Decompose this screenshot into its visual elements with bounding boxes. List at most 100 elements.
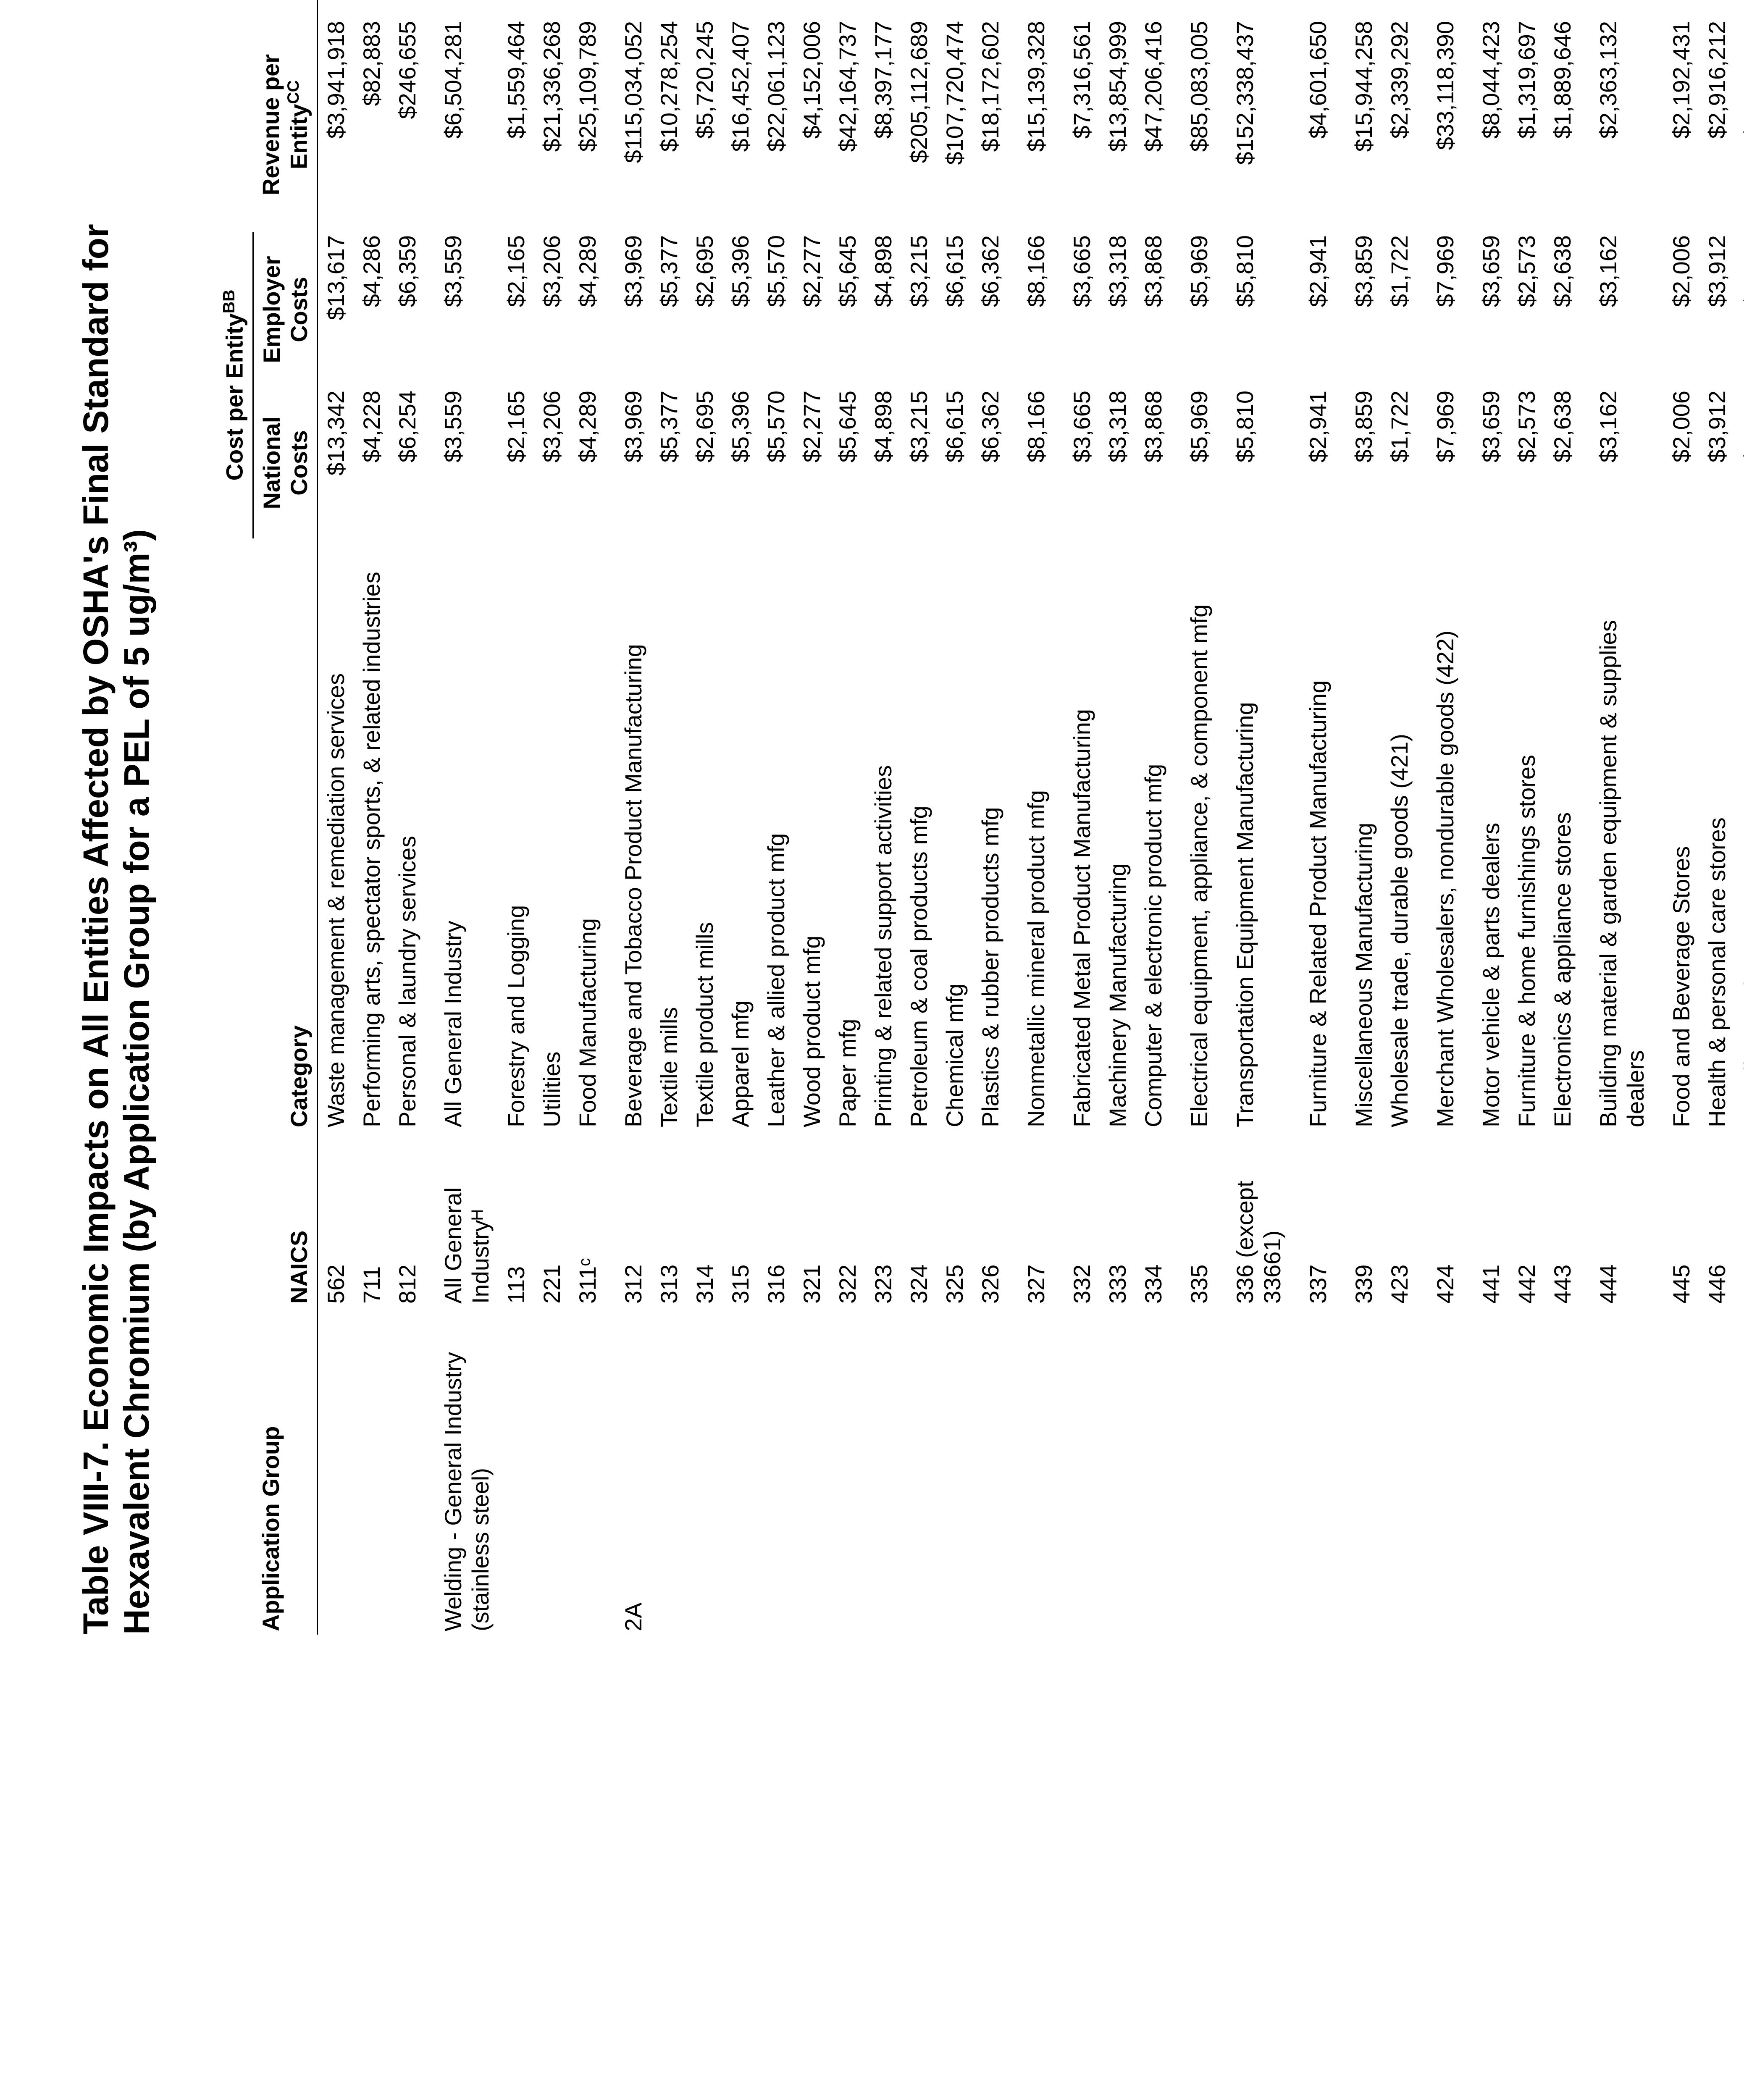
profit-cell: $8,111 <box>1735 0 1744 18</box>
app-group-cell <box>901 1307 937 1635</box>
category-cell: Health & personal care stores <box>1699 538 1735 1131</box>
national-cost-cell: $3,868 <box>1135 387 1171 538</box>
employer-cost-cell: $5,810 <box>1217 232 1290 387</box>
table-header: Cost per EntityBB Impacts on the Nationa… <box>216 0 317 1635</box>
category-cell: Leather & allied product mfg <box>758 538 794 1131</box>
category-cell: Chemical mfg <box>937 538 972 1131</box>
table-title: Table VIII-7. Economic Impacts on All En… <box>76 50 157 1635</box>
national-cost-cell: $2,394 <box>1735 387 1744 538</box>
table-row: 447Gasoline Stations$2,394$2,394$1,103,3… <box>1735 0 1744 1635</box>
national-cost-cell: $5,810 <box>1217 387 1290 538</box>
employer-cost-cell: $4,289 <box>570 232 605 387</box>
revenue-cell: $3,941,918 <box>317 18 354 232</box>
employer-cost-cell: $5,396 <box>722 232 758 387</box>
employer-cost-cell: $2,638 <box>1544 232 1580 387</box>
national-cost-cell: $3,206 <box>534 387 570 538</box>
app-group-cell <box>972 1307 1008 1635</box>
app-group-cell: Welding - General Industry (stainless st… <box>425 1307 498 1635</box>
category-cell: Nonmetallic mineral product mfg <box>1008 538 1054 1131</box>
profit-cell: $336,088 <box>425 0 498 18</box>
category-cell: Wholesale trade, durable goods (421) <box>1382 538 1417 1131</box>
naics-cell: 446 <box>1699 1131 1735 1307</box>
category-cell: Machinery Manufacturing <box>1100 538 1135 1131</box>
profit-cell: $1,120,807 <box>1336 0 1382 18</box>
profit-cell: $12,738 <box>389 0 425 18</box>
table-row: 314Textile product mills$2,695$2,695$5,7… <box>687 0 722 1635</box>
col-naics: NAICS <box>253 1131 317 1307</box>
app-group-cell: 2A <box>605 1307 651 1635</box>
naics-cell: 812 <box>389 1131 425 1307</box>
table-row: 423Wholesale trade, durable goods (421)$… <box>1382 0 1417 1635</box>
employer-cost-cell: $6,359 <box>389 232 425 387</box>
app-group-cell <box>317 1307 354 1635</box>
employer-cost-cell: $4,898 <box>865 232 901 387</box>
table-row: 424Merchant Wholesalers, nondurable good… <box>1417 0 1463 1635</box>
table-row: 444Building material & garden equipment … <box>1580 0 1653 1635</box>
table-row: 335Electrical equipment, appliance, & co… <box>1171 0 1217 1635</box>
naics-cell: 312 <box>605 1131 651 1307</box>
employer-cost-cell: $5,570 <box>758 232 794 387</box>
table-body: 562Waste management & remediation servic… <box>317 0 1744 1635</box>
national-cost-cell: $7,969 <box>1417 387 1463 538</box>
national-cost-cell: $4,898 <box>865 387 901 538</box>
national-cost-cell: $3,969 <box>605 387 651 538</box>
employer-cost-cell: $5,645 <box>830 232 865 387</box>
app-group-cell <box>1699 1307 1735 1635</box>
employer-cost-cell: $2,006 <box>1653 232 1699 387</box>
table-row: 339Miscellaneous Manufacturing$3,859$3,8… <box>1336 0 1382 1635</box>
employer-cost-cell: $6,362 <box>972 232 1008 387</box>
naics-cell: 443 <box>1544 1131 1580 1307</box>
profit-cell: $350,919 <box>1054 0 1100 18</box>
employer-cost-cell: $5,969 <box>1171 232 1217 387</box>
employer-cost-cell: $3,859 <box>1336 232 1382 387</box>
naics-cell: 113 <box>498 1131 534 1307</box>
profit-cell: $117,095 <box>1580 0 1653 18</box>
profit-cell: $541,920 <box>1008 0 1054 18</box>
naics-cell: 336 (except 33661) <box>1217 1131 1290 1307</box>
naics-cell: 313 <box>651 1131 687 1307</box>
profit-cell: $64,255 <box>1544 0 1580 18</box>
app-group-cell <box>1735 1307 1744 1635</box>
app-group-cell <box>1135 1307 1171 1635</box>
national-cost-cell: $6,254 <box>389 387 425 538</box>
profit-cell: $454,126 <box>1100 0 1135 18</box>
profit-cell: $9,655,521 <box>937 0 972 18</box>
table-row: 2A312Beverage and Tobacco Product Manufa… <box>605 0 651 1635</box>
category-cell: Petroleum & coal products mfg <box>901 538 937 1131</box>
revenue-cell: $33,118,390 <box>1417 18 1463 232</box>
profit-cell: $3,819,770 <box>1217 0 1290 18</box>
app-group-cell <box>1008 1307 1054 1635</box>
naics-cell: All General Industryᴴ <box>425 1131 498 1307</box>
profit-cell: $843,658 <box>722 0 758 18</box>
naics-cell: 221 <box>534 1131 570 1307</box>
col-employer-costs: Employer Costs <box>253 232 317 387</box>
revenue-cell: $8,397,177 <box>865 18 901 232</box>
app-group-cell <box>1463 1307 1509 1635</box>
profit-cell: $116,002 <box>1463 0 1509 18</box>
national-cost-cell: $3,215 <box>901 387 937 538</box>
table-row: 315Apparel mfg$5,396$5,396$16,452,407$84… <box>722 0 758 1635</box>
profit-cell: $294,071 <box>651 0 687 18</box>
revenue-cell: $4,601,650 <box>1290 18 1336 232</box>
profit-cell: $159,246 <box>687 0 722 18</box>
profit-cell: $37,179 <box>498 0 534 18</box>
employer-cost-cell: $5,377 <box>651 232 687 387</box>
category-cell: Personal & laundry services <box>389 538 425 1131</box>
national-cost-cell: $5,570 <box>758 387 794 538</box>
revenue-cell: $5,720,245 <box>687 18 722 232</box>
naics-cell: 447 <box>1735 1131 1744 1307</box>
app-group-cell <box>651 1307 687 1635</box>
category-cell: Food and Beverage Stores <box>1653 538 1699 1131</box>
employer-cost-cell: $3,206 <box>534 232 570 387</box>
table-row: 113Forestry and Logging$2,165$2,165$1,55… <box>498 0 534 1635</box>
table-row: 326Plastics & rubber products mfg$6,362$… <box>972 0 1008 1635</box>
app-group-cell <box>937 1307 972 1635</box>
revenue-cell: $2,363,132 <box>1580 18 1653 232</box>
category-cell: All General Industry <box>425 538 498 1131</box>
revenue-cell: $18,172,602 <box>972 18 1008 232</box>
app-group-cell <box>498 1307 534 1635</box>
naics-cell: 314 <box>687 1131 722 1307</box>
category-cell: Wood product mfg <box>794 538 830 1131</box>
category-cell: Gasoline Stations <box>1735 538 1744 1131</box>
revenue-cell: $22,061,123 <box>758 18 794 232</box>
